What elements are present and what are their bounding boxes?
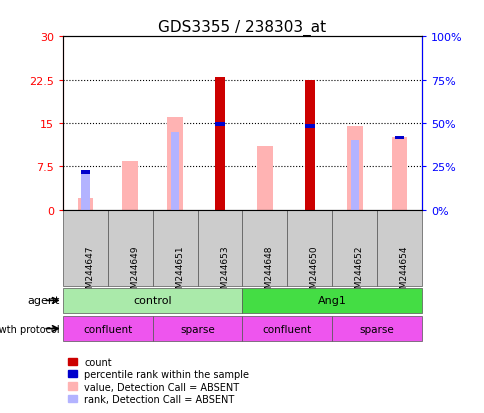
Bar: [350, 141, 358, 210]
FancyBboxPatch shape: [376, 210, 421, 287]
Text: growth protocol: growth protocol: [0, 324, 60, 334]
Bar: [80, 171, 90, 174]
Text: agent: agent: [27, 296, 60, 306]
Title: GDS3355 / 238303_at: GDS3355 / 238303_at: [158, 20, 326, 36]
Bar: [215, 78, 225, 210]
Text: GSM244650: GSM244650: [309, 244, 318, 299]
Bar: [171, 132, 179, 210]
Bar: [394, 136, 404, 140]
Text: confluent: confluent: [262, 324, 311, 334]
FancyBboxPatch shape: [287, 210, 332, 287]
FancyBboxPatch shape: [242, 316, 332, 342]
Text: Ang1: Ang1: [317, 296, 346, 306]
Text: sparse: sparse: [359, 324, 393, 334]
Bar: [122, 161, 138, 210]
Bar: [167, 118, 182, 210]
Bar: [257, 147, 272, 210]
Bar: [304, 125, 314, 128]
Text: confluent: confluent: [83, 324, 132, 334]
FancyBboxPatch shape: [332, 316, 421, 342]
FancyBboxPatch shape: [63, 210, 107, 287]
FancyBboxPatch shape: [107, 210, 152, 287]
Text: GSM244651: GSM244651: [175, 244, 184, 299]
Text: GSM244652: GSM244652: [354, 244, 363, 299]
Text: GSM244648: GSM244648: [264, 244, 273, 299]
FancyBboxPatch shape: [152, 210, 197, 287]
Text: GSM244653: GSM244653: [220, 244, 228, 299]
FancyBboxPatch shape: [152, 316, 242, 342]
FancyBboxPatch shape: [242, 288, 421, 313]
Bar: [346, 126, 362, 210]
Bar: [215, 123, 225, 126]
Text: GSM244654: GSM244654: [399, 244, 408, 299]
Text: control: control: [133, 296, 172, 306]
Bar: [391, 138, 407, 210]
Legend: count, percentile rank within the sample, value, Detection Call = ABSENT, rank, : count, percentile rank within the sample…: [68, 357, 249, 404]
Text: sparse: sparse: [180, 324, 214, 334]
FancyBboxPatch shape: [63, 316, 152, 342]
FancyBboxPatch shape: [63, 288, 242, 313]
Text: GSM244647: GSM244647: [85, 244, 94, 299]
FancyBboxPatch shape: [242, 210, 287, 287]
Bar: [77, 199, 93, 210]
FancyBboxPatch shape: [197, 210, 242, 287]
Bar: [304, 81, 314, 210]
Bar: [81, 173, 90, 210]
FancyBboxPatch shape: [332, 210, 376, 287]
Text: GSM244649: GSM244649: [130, 244, 139, 299]
